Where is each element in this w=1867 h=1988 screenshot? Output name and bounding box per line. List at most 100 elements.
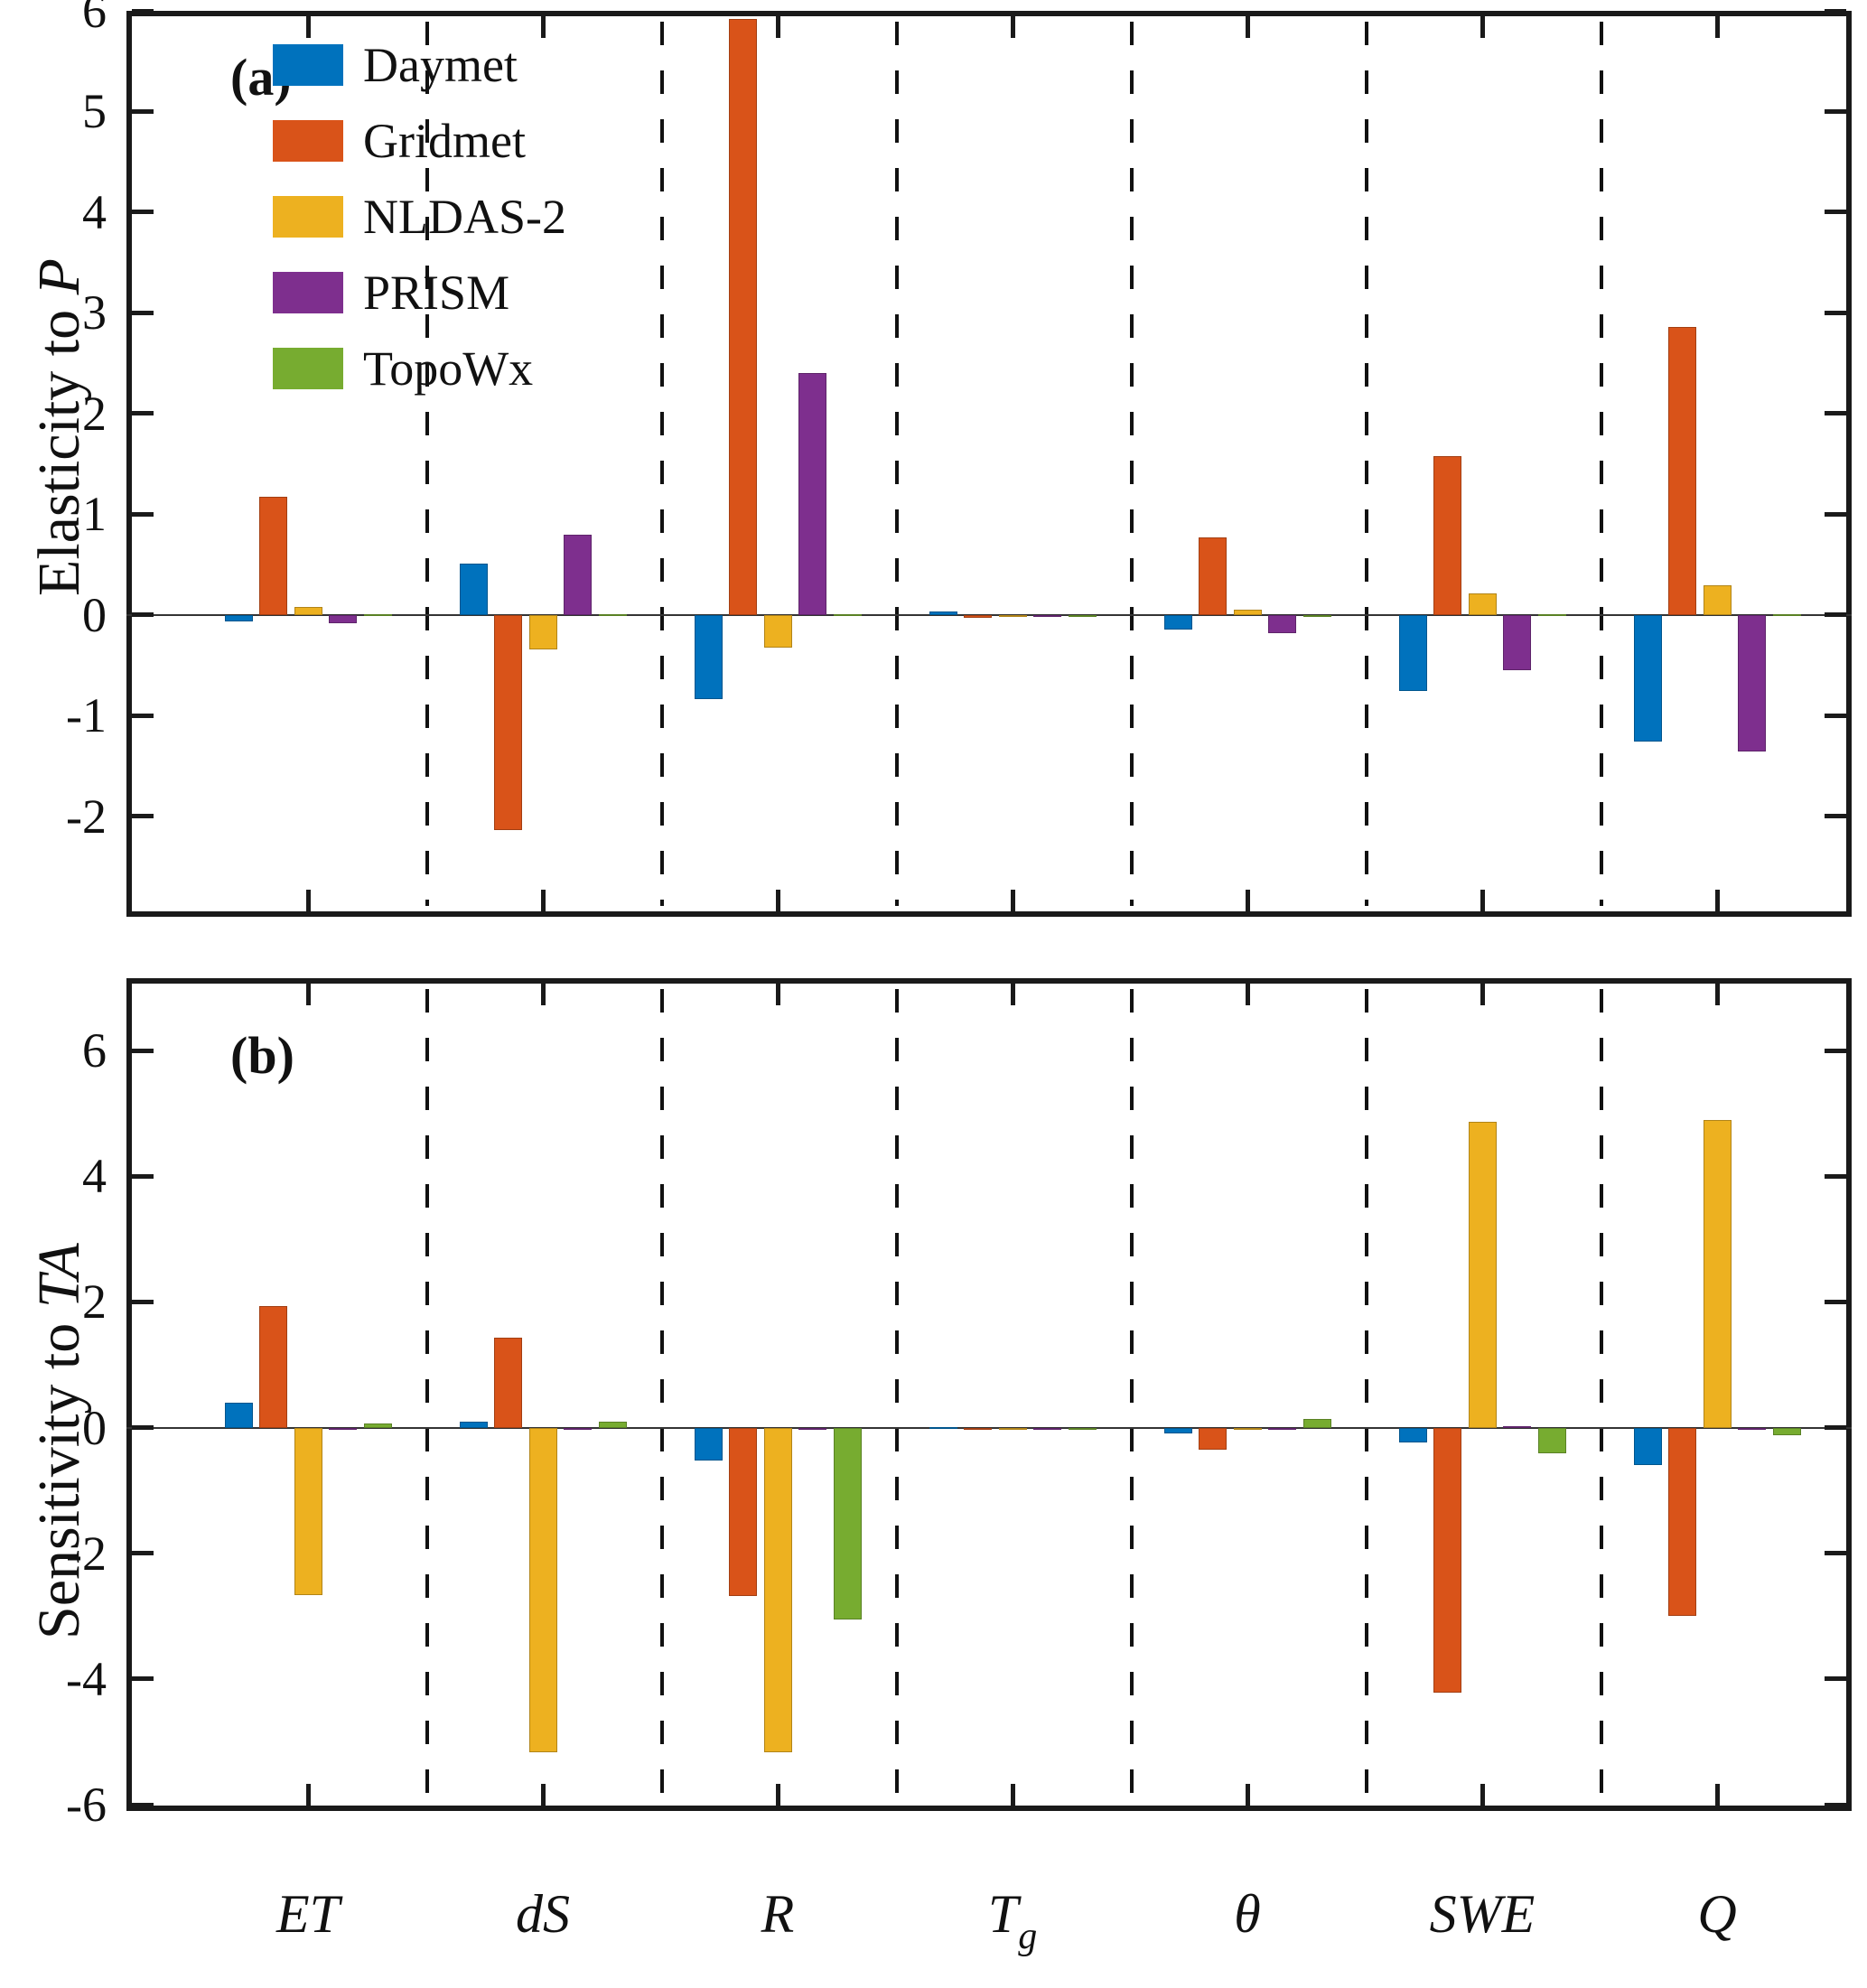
bar-prism-q xyxy=(1738,1427,1766,1430)
x-axis-tick-mark xyxy=(1245,984,1250,1005)
bar-daymet-θ xyxy=(1163,1427,1192,1434)
y-axis-tick-label: 5 xyxy=(82,84,107,139)
legend-item-gridmet: Gridmet xyxy=(273,117,566,165)
legend-label: TopoWx xyxy=(363,341,534,396)
bar-prism-θ xyxy=(1268,614,1296,633)
bar-daymet-q xyxy=(1633,614,1662,742)
bar-topowx-tg xyxy=(1068,1427,1097,1430)
y-axis-tick-mark xyxy=(132,511,154,517)
bar-topowx-ds xyxy=(598,613,627,616)
bar-topowx-et xyxy=(363,1423,392,1428)
y-axis-tick-label: -2 xyxy=(66,789,107,844)
y-axis-tick-mark xyxy=(1825,1299,1846,1304)
bar-prism-ds xyxy=(564,534,592,615)
bar-nldas-2-tg xyxy=(998,614,1027,617)
x-axis-tick-mark xyxy=(1714,890,1720,911)
bar-nldas-2-tg xyxy=(998,1427,1027,1430)
bar-gridmet-r xyxy=(729,18,757,615)
bar-prism-tg xyxy=(1033,1427,1061,1430)
legend-item-topowx: TopoWx xyxy=(273,341,566,396)
bar-prism-r xyxy=(798,373,826,615)
legend-swatch-nldas-2 xyxy=(273,196,343,238)
bar-prism-ds xyxy=(564,1427,592,1430)
bar-topowx-r xyxy=(833,1427,862,1620)
bar-gridmet-ds xyxy=(494,614,522,831)
bar-prism-r xyxy=(798,1427,826,1430)
category-separator-line xyxy=(1600,989,1603,1800)
x-axis-tick-mark xyxy=(1480,984,1485,1005)
legend-swatch-daymet xyxy=(273,44,343,86)
bar-daymet-et xyxy=(224,614,253,622)
bar-topowx-r xyxy=(833,613,862,616)
legend: Daymet Gridmet NLDAS-2 PRISM TopoWx xyxy=(273,38,566,396)
category-separator-line xyxy=(1600,22,1603,906)
bar-gridmet-θ xyxy=(1199,537,1227,615)
bar-prism-tg xyxy=(1033,614,1061,617)
y-axis-tick-mark xyxy=(1825,1173,1846,1179)
bar-gridmet-ds xyxy=(494,1338,522,1428)
legend-item-daymet: Daymet xyxy=(273,38,566,92)
bar-nldas-2-et xyxy=(294,606,322,615)
x-axis-tick-mark xyxy=(1480,16,1485,38)
category-separator-line xyxy=(660,22,664,906)
bar-nldas-2-ds xyxy=(528,614,557,649)
x-category-label-θ: θ xyxy=(1234,1884,1261,1944)
y-axis-tick-mark xyxy=(1825,1676,1846,1682)
y-axis-tick-mark xyxy=(132,1299,154,1304)
x-axis-tick-mark xyxy=(775,16,780,38)
y-axis-tick-label: -4 xyxy=(66,1651,107,1706)
y-axis-tick-mark xyxy=(132,1173,154,1179)
bar-daymet-θ xyxy=(1163,614,1192,630)
y-axis-tick-label: 6 xyxy=(82,0,107,38)
bar-nldas-2-swe xyxy=(1468,593,1497,615)
bar-topowx-swe xyxy=(1537,1427,1566,1454)
x-axis-tick-mark xyxy=(305,1784,311,1806)
y-axis-tick-mark xyxy=(132,814,154,819)
y-axis-tick-mark xyxy=(132,8,154,14)
y-axis-tick-mark xyxy=(132,1676,154,1682)
y-axis-tick-mark xyxy=(132,612,154,618)
x-axis-tick-mark xyxy=(1010,890,1015,911)
bar-gridmet-et xyxy=(259,497,287,615)
bar-topowx-ds xyxy=(598,1422,627,1428)
legend-label: Daymet xyxy=(363,38,518,92)
y-axis-tick-label: 2 xyxy=(82,1274,107,1330)
category-separator-line xyxy=(425,989,429,1800)
y-axis-tick-mark xyxy=(1825,1802,1846,1807)
panel-b-plot-area xyxy=(126,978,1852,1811)
legend-item-prism: PRISM xyxy=(273,266,566,320)
bar-prism-q xyxy=(1738,614,1766,752)
y-axis-tick-label: -6 xyxy=(66,1778,107,1833)
bar-gridmet-tg xyxy=(964,614,992,618)
y-axis-tick-mark xyxy=(1825,1425,1846,1431)
bar-daymet-tg xyxy=(929,611,957,615)
y-axis-tick-mark xyxy=(1825,1048,1846,1053)
bar-gridmet-θ xyxy=(1199,1427,1227,1450)
x-axis-tick-mark xyxy=(1010,16,1015,38)
y-axis-tick-label: -2 xyxy=(66,1526,107,1581)
bar-nldas-2-q xyxy=(1703,1119,1732,1428)
bar-gridmet-swe xyxy=(1433,455,1461,615)
x-axis-tick-mark xyxy=(305,890,311,911)
bar-gridmet-q xyxy=(1668,1427,1696,1617)
y-axis-tick-mark xyxy=(1825,511,1846,517)
y-axis-tick-label: 0 xyxy=(82,1400,107,1455)
bar-prism-swe xyxy=(1503,614,1531,670)
bar-topowx-tg xyxy=(1068,614,1097,617)
legend-label: PRISM xyxy=(363,266,510,320)
category-separator-line xyxy=(1130,22,1134,906)
category-separator-line xyxy=(1365,989,1368,1800)
bar-nldas-2-swe xyxy=(1468,1122,1497,1428)
bar-daymet-swe xyxy=(1398,1427,1427,1443)
bar-daymet-q xyxy=(1633,1427,1662,1466)
y-axis-tick-mark xyxy=(1825,612,1846,618)
x-axis-tick-mark xyxy=(540,890,546,911)
category-separator-line xyxy=(1130,989,1134,1800)
y-axis-tick-mark xyxy=(1825,8,1846,14)
bar-nldas-2-θ xyxy=(1233,1427,1262,1431)
panel-b-y-axis-label-text: Sensitivity to xyxy=(26,1308,92,1639)
y-axis-tick-label: 3 xyxy=(82,285,107,341)
x-axis-tick-mark xyxy=(775,1784,780,1806)
bar-daymet-swe xyxy=(1398,614,1427,692)
legend-label: NLDAS-2 xyxy=(363,190,566,244)
